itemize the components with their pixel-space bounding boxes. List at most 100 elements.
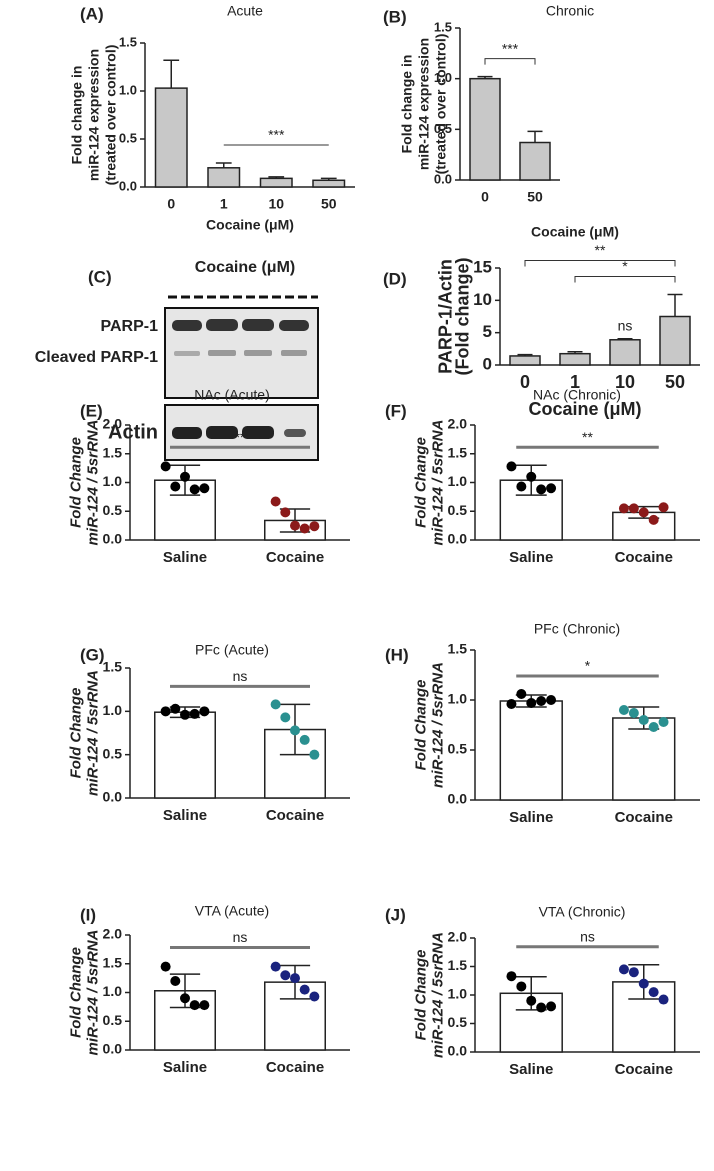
y-tick-label: 1.0	[119, 82, 137, 97]
data-point	[648, 987, 659, 998]
data-point	[618, 503, 629, 514]
data-point	[648, 514, 659, 525]
row-label: Cleaved PARP-1	[35, 349, 158, 366]
y-axis-title: miR-124 expression	[86, 49, 102, 181]
y-tick-label: 2.0	[448, 416, 468, 432]
data-point	[628, 708, 639, 718]
y-tick-label: 1.0	[448, 691, 468, 707]
data-point	[160, 461, 171, 472]
data-point	[628, 967, 639, 978]
data-point	[189, 1000, 200, 1011]
x-axis-title: Cocaine (μM)	[528, 399, 641, 419]
error-bar	[617, 338, 633, 340]
y-axis-title: miR-124 expression	[416, 38, 432, 170]
y-tick-label: 1.5	[448, 957, 468, 973]
x-tick-label: Cocaine	[615, 809, 673, 826]
annotation: ns	[233, 929, 248, 945]
y-tick-label: 0.0	[103, 789, 123, 805]
panel-label: (E)	[80, 401, 103, 420]
chart-title: Chronic	[546, 3, 594, 19]
data-point	[270, 496, 281, 507]
panel-label: (H)	[385, 645, 409, 664]
y-tick-label: 5	[483, 322, 492, 341]
y-axis-title: miR-124 / 5srRNA	[429, 932, 446, 1058]
data-point	[506, 971, 517, 982]
bar	[612, 717, 676, 801]
y-axis-title: Fold Change	[67, 947, 84, 1038]
y-axis-title: miR-124 / 5srRNA	[429, 420, 446, 546]
x-tick-label: Cocaine	[266, 807, 324, 824]
y-tick-label: 0.0	[448, 1043, 468, 1059]
x-tick-label: Cocaine	[266, 1059, 324, 1076]
data-point	[290, 725, 300, 736]
bar	[259, 177, 293, 188]
y-tick-label: 0.0	[434, 171, 452, 186]
data-point	[180, 709, 190, 720]
data-point	[506, 699, 517, 709]
data-point	[270, 961, 281, 972]
x-tick-label: Cocaine	[615, 1061, 673, 1078]
error-bar	[163, 59, 180, 89]
bar	[312, 179, 346, 188]
y-tick-label: 0.5	[103, 1012, 123, 1028]
data-point	[648, 722, 659, 732]
y-axis-title: (treated over control)	[103, 45, 119, 186]
data-point	[638, 507, 649, 518]
error-bar	[477, 75, 493, 79]
error-bar	[667, 293, 683, 317]
y-tick-label: 1.0	[434, 70, 452, 85]
error-bar	[567, 350, 583, 354]
x-tick-label: 0	[167, 196, 175, 212]
data-point	[160, 961, 171, 972]
data-point	[180, 993, 190, 1004]
data-point	[309, 749, 320, 760]
y-tick-label: 1.0	[103, 983, 123, 999]
chart-title: Acute	[227, 3, 263, 19]
bar	[154, 711, 216, 799]
y-axis-title: Fold change in	[399, 55, 415, 154]
chart-panel: (E) NAc (Acute) Fold Change miR-124 / 5srRN…	[67, 387, 350, 566]
x-tick-label: Cocaine	[266, 549, 324, 566]
bar	[609, 339, 641, 366]
bar	[154, 87, 188, 188]
chart-panel: (B) Chronic Cocaine (μM) Fold change in miR-…	[383, 3, 619, 240]
data-point	[628, 503, 639, 514]
bar	[659, 315, 691, 366]
annotation: **	[595, 242, 606, 258]
data-point	[526, 698, 537, 708]
bar	[509, 355, 541, 366]
row-label: Actin	[108, 421, 158, 443]
bracket	[574, 276, 676, 283]
y-tick-label: 1.5	[119, 34, 137, 49]
annotation: *	[622, 258, 628, 274]
x-axis-title: Cocaine (μM)	[531, 224, 619, 240]
data-point	[546, 1001, 557, 1012]
bar	[469, 77, 501, 181]
y-tick-label: 1.0	[448, 986, 468, 1002]
data-point	[618, 705, 629, 715]
y-tick-label: 0.0	[103, 531, 123, 547]
data-point	[506, 461, 517, 472]
y-axis-title: Fold Change	[412, 437, 429, 528]
annotation: **	[582, 429, 593, 445]
y-axis-title: Fold Change	[67, 437, 84, 528]
y-axis-title: (Fold change)	[452, 258, 472, 376]
x-tick-label: 50	[321, 196, 337, 212]
y-tick-label: 0.5	[103, 502, 123, 518]
annotation: ***	[268, 127, 285, 143]
panel-label: (J)	[385, 905, 406, 924]
x-tick-label: Saline	[509, 549, 553, 566]
panel-label: (I)	[80, 905, 96, 924]
data-point	[290, 520, 300, 531]
x-tick-label: 10	[615, 372, 635, 392]
data-point	[658, 502, 669, 513]
annotation: ns	[233, 668, 248, 684]
chart-title: VTA (Acute)	[195, 903, 269, 919]
y-tick-label: 1.5	[434, 19, 452, 34]
y-tick-label: 1.0	[103, 702, 123, 718]
chart-title: NAc (Acute)	[194, 387, 269, 403]
data-point	[546, 483, 557, 494]
data-point	[638, 978, 649, 989]
chart-panel: (A) Acute Cocaine (μM) Fold change in miR-12…	[69, 3, 355, 233]
